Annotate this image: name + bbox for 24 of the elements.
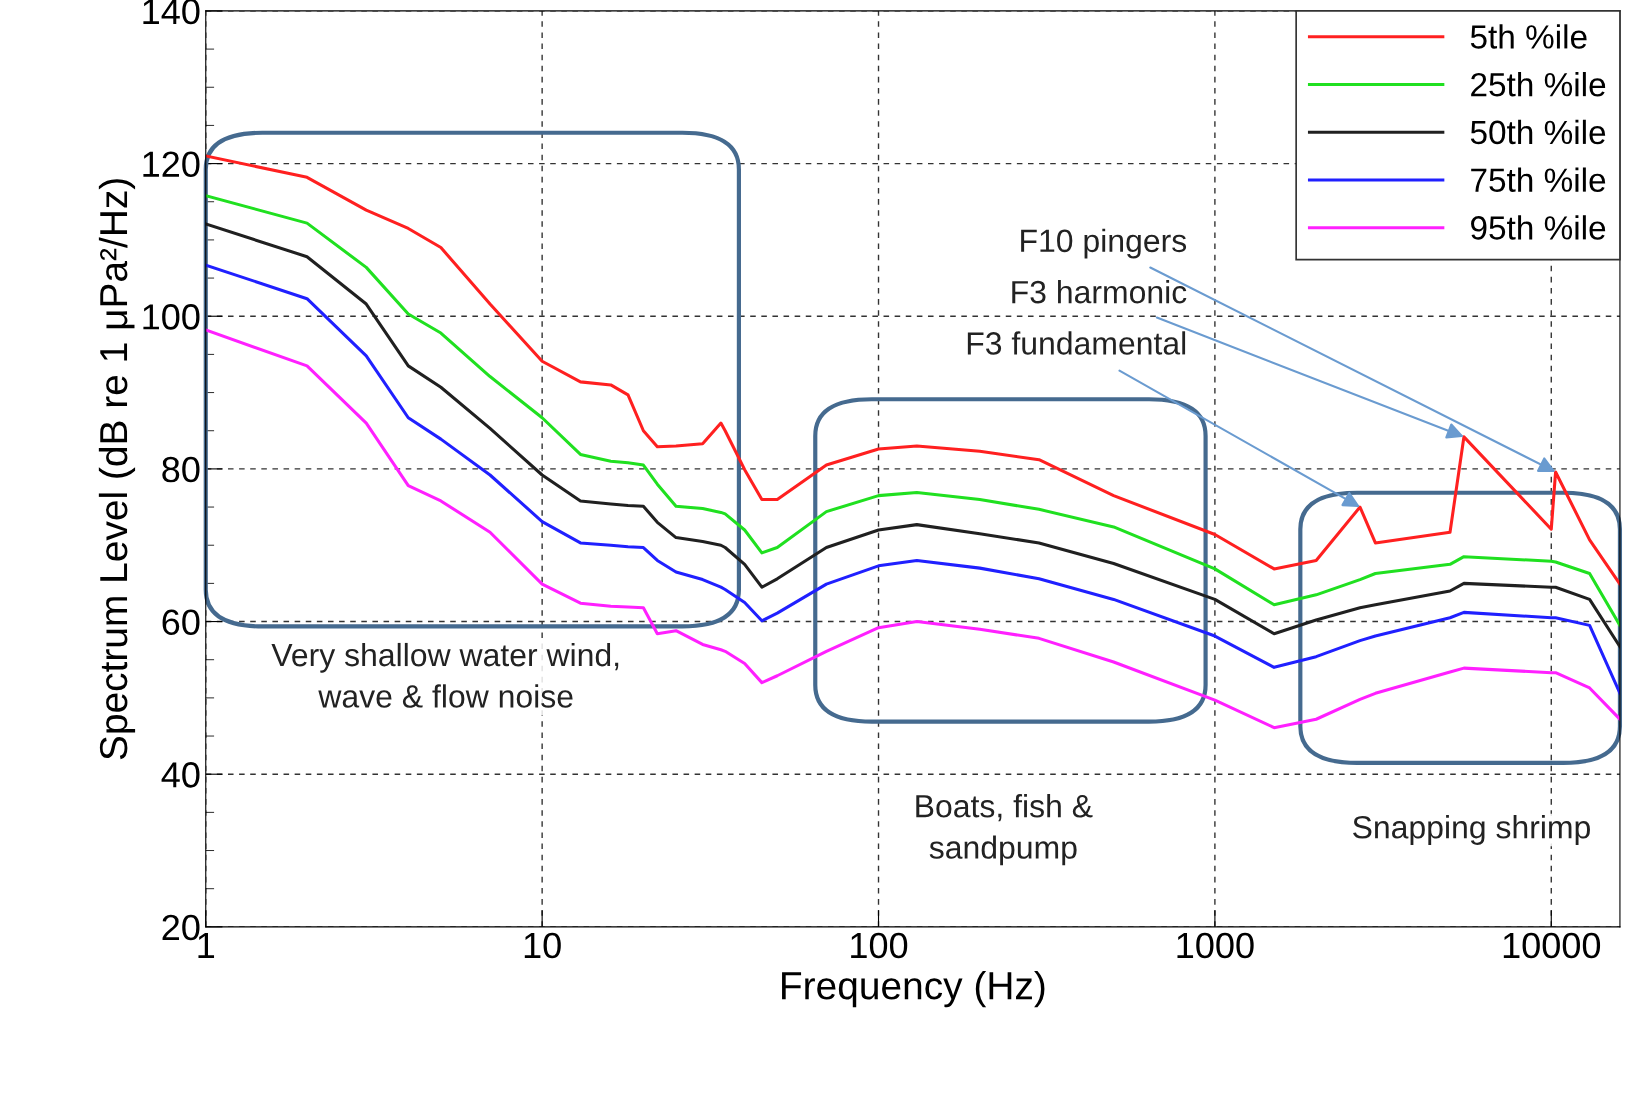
annotation: Boats, fish & sandpump: [916, 794, 1093, 866]
x-axis-title: Frequency (Hz): [782, 970, 1045, 1008]
y-axis-title: Spectrum Level (dB re 1 μPa²/Hz): [98, 179, 136, 760]
y-tick-label: 120: [143, 151, 200, 178]
x-tick-label: 1000: [1177, 932, 1254, 959]
y-tick-label: 60: [162, 609, 200, 635]
annotation: F3 fundamental: [967, 331, 1186, 355]
y-tick-label: 20: [162, 914, 200, 941]
annotation: Snapping shrimp: [1353, 815, 1590, 845]
legend-label: 95th %ile: [1471, 215, 1606, 240]
annotation: Very shallow water wind, wave & flow noise: [271, 642, 619, 708]
y-tick-label: 100: [143, 304, 200, 330]
legend-label: 50th %ile: [1470, 119, 1606, 145]
annotation: F3 harmonic: [1012, 279, 1187, 304]
x-tick-label: 100: [851, 932, 908, 959]
legend-label: 25th %ile: [1471, 72, 1606, 97]
x-tick-label: 10: [524, 932, 561, 959]
y-tick-label: 40: [161, 762, 200, 788]
x-tick-label: 10000: [1503, 932, 1601, 959]
legend-label: 5th %ile: [1470, 24, 1587, 49]
x-tick-label: 1: [198, 933, 215, 958]
legend-label: 75th %ile: [1471, 167, 1606, 192]
y-tick-label: 80: [162, 456, 200, 483]
annotation: F10 pingers: [1021, 228, 1187, 259]
